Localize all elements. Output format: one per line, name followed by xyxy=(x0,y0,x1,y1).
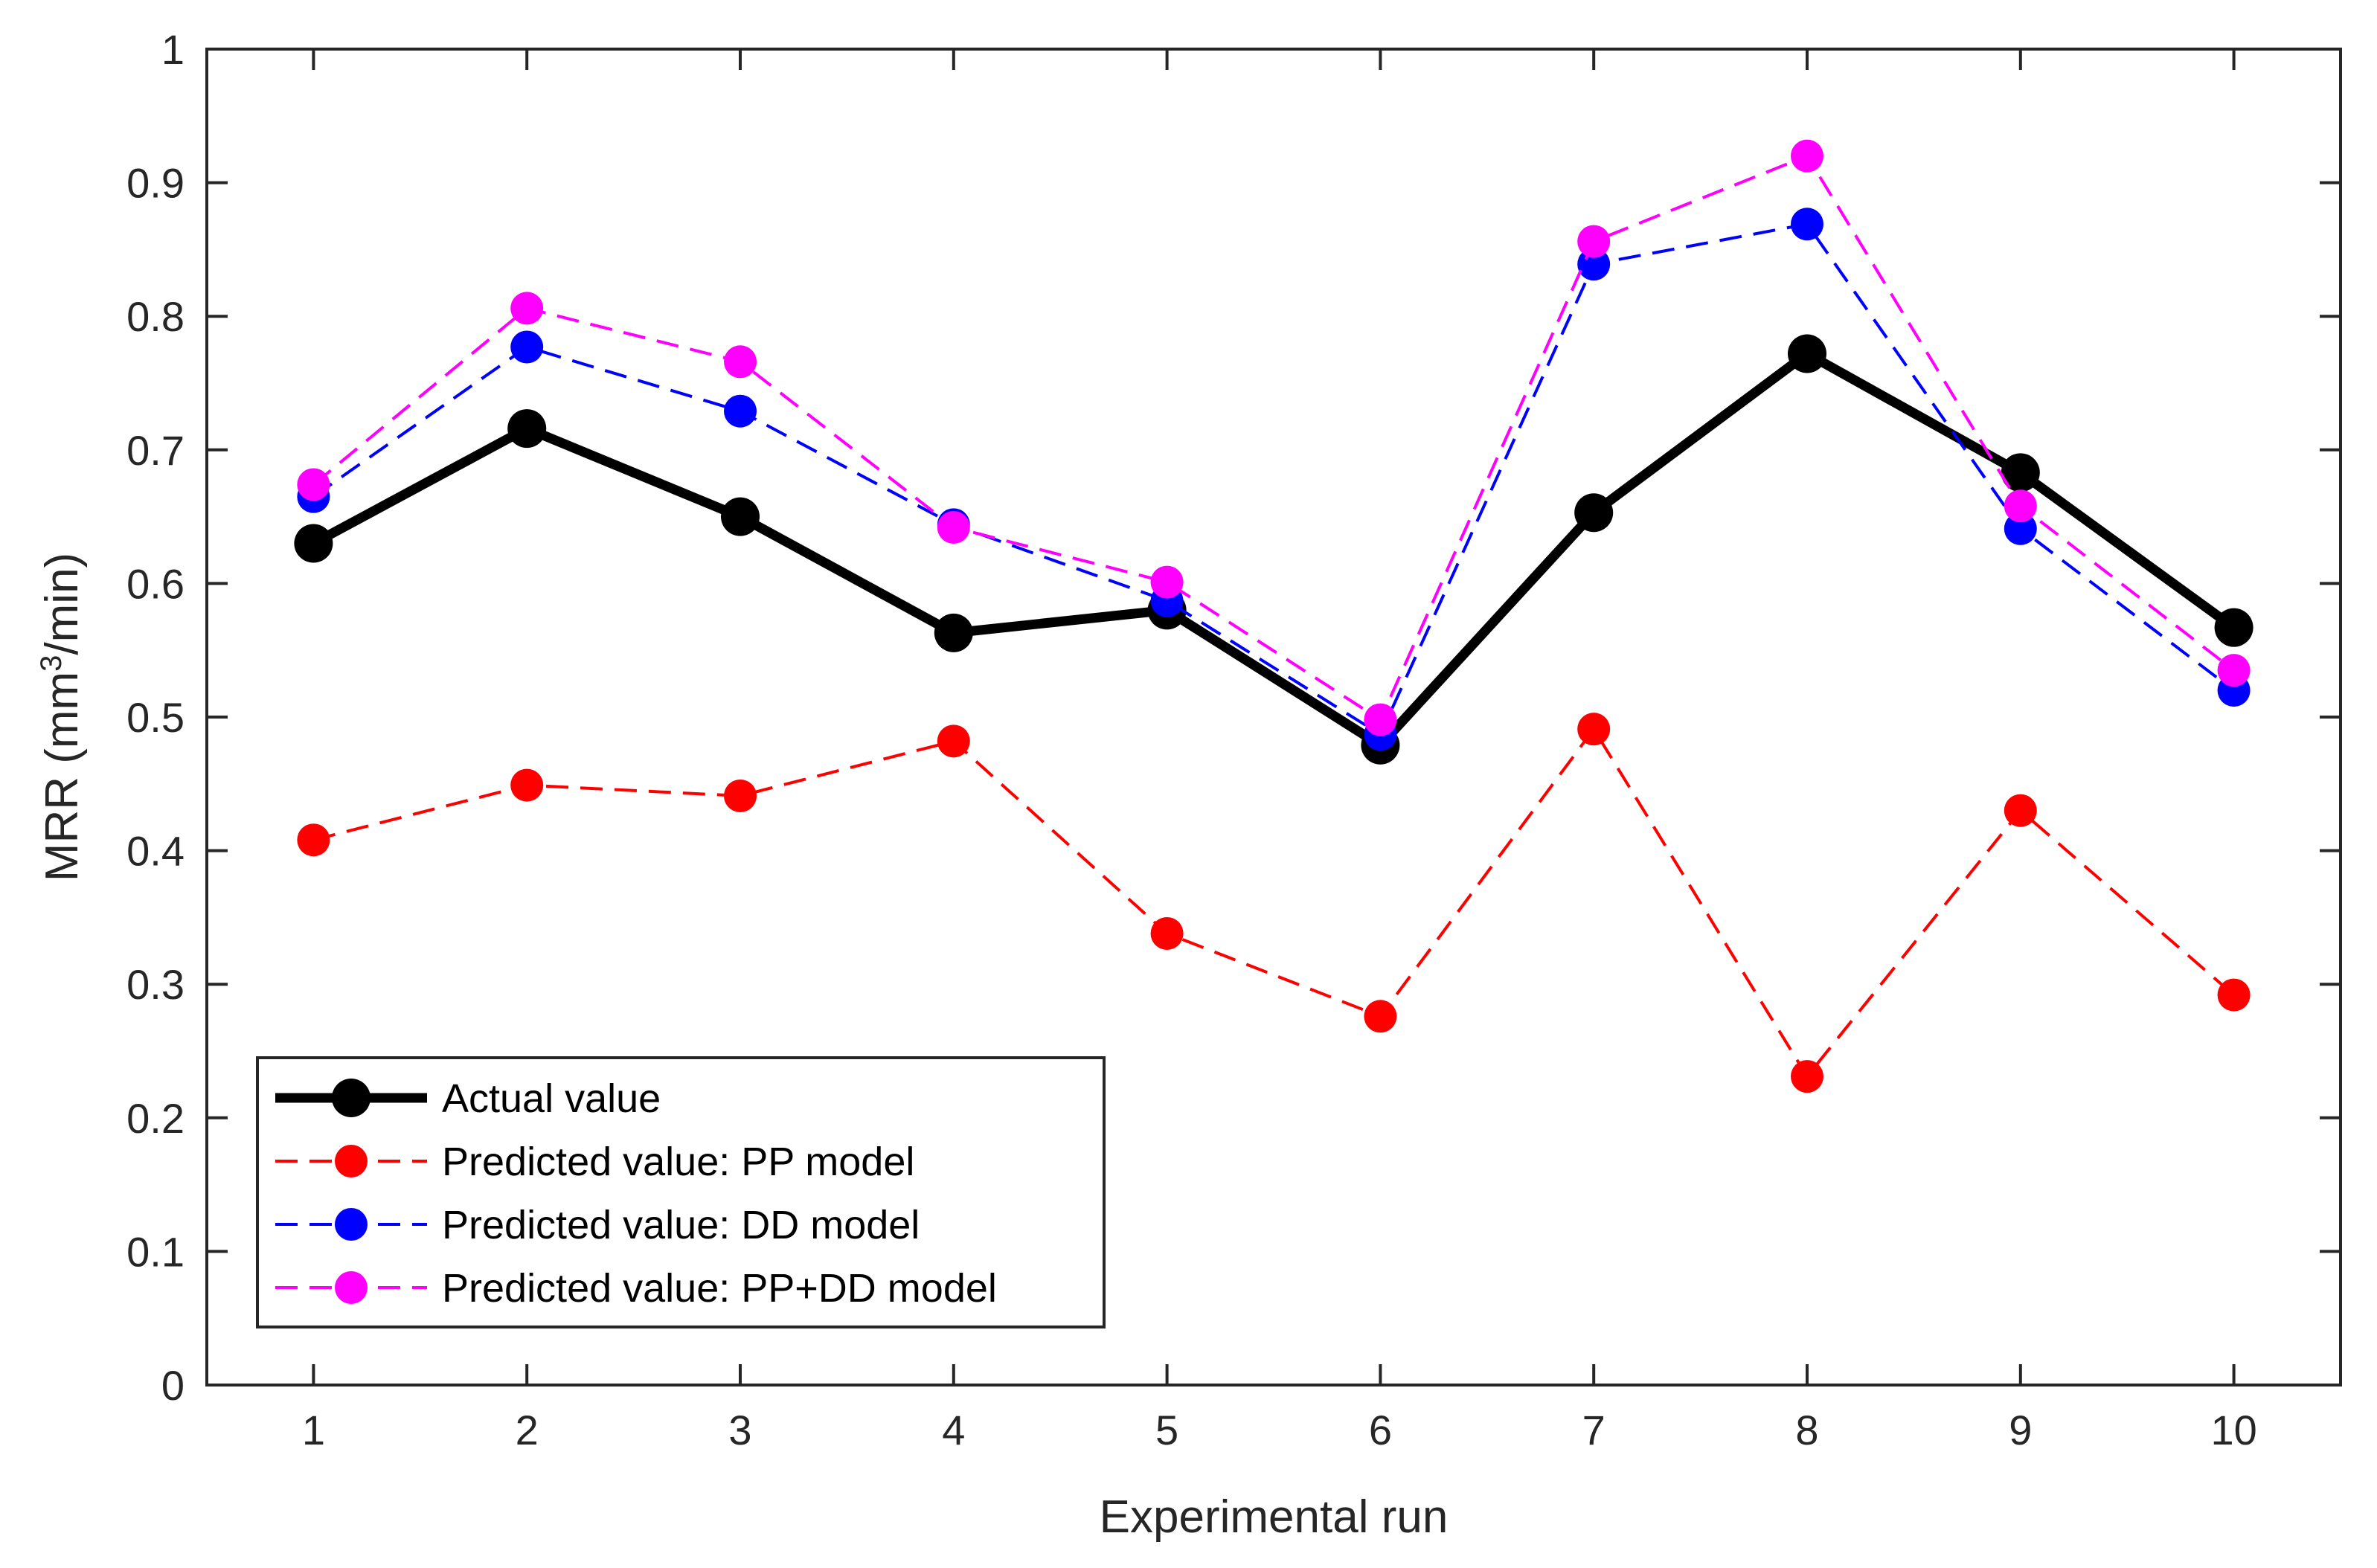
y-tick-label-0.7: 0.7 xyxy=(126,427,185,474)
series-2-point-7 xyxy=(1577,248,1611,281)
x-tick-label-9: 9 xyxy=(2009,1407,2032,1453)
axes-box xyxy=(205,48,2342,1387)
x-tick-label-2: 2 xyxy=(516,1407,539,1453)
series-layer xyxy=(294,139,2254,1093)
y-tick-label-0.1: 0.1 xyxy=(126,1228,185,1275)
y-tick-label-0.2: 0.2 xyxy=(126,1095,185,1142)
series-1-point-2 xyxy=(510,768,544,802)
legend-item-0: Actual value xyxy=(275,1076,661,1121)
series-1-point-7 xyxy=(1577,713,1611,746)
series-line-3 xyxy=(312,154,2235,722)
series-0-point-9 xyxy=(2001,453,2040,492)
series-0 xyxy=(294,334,2254,765)
legend-label-1: Predicted value: PP model xyxy=(442,1140,914,1184)
legend-label-2: Predicted value: DD model xyxy=(442,1203,920,1247)
series-0-point-7 xyxy=(1574,493,1614,533)
legend-marker-1 xyxy=(335,1145,368,1177)
series-2 xyxy=(297,208,2251,751)
legend-marker-3 xyxy=(335,1271,368,1304)
series-3-point-2 xyxy=(510,292,544,325)
x-axis-label: Experimental run xyxy=(1100,1491,1449,1543)
legend-label-3: Predicted value: PP+DD model xyxy=(442,1266,997,1311)
series-3-point-10 xyxy=(2217,654,2251,687)
y-tick-label-0.5: 0.5 xyxy=(126,694,185,741)
legend-item-3: Predicted value: PP+DD model xyxy=(275,1266,997,1311)
series-0-point-4 xyxy=(934,613,973,652)
y-tick-label-1: 1 xyxy=(161,26,185,73)
series-1-point-3 xyxy=(724,779,757,812)
y-tick-label-0.9: 0.9 xyxy=(126,160,185,207)
series-1-point-6 xyxy=(1364,1000,1397,1033)
series-0-point-1 xyxy=(294,524,333,563)
series-2-point-2 xyxy=(510,330,544,364)
series-1-point-8 xyxy=(1791,1060,1823,1093)
series-1-point-5 xyxy=(1150,916,1184,950)
series-2-point-3 xyxy=(724,394,757,428)
series-0-point-2 xyxy=(507,409,547,449)
x-tick-label-1: 1 xyxy=(302,1407,325,1453)
series-line-0 xyxy=(311,348,2237,751)
series-3-point-9 xyxy=(2004,489,2037,523)
y-tick-label-0.8: 0.8 xyxy=(126,293,185,340)
series-1 xyxy=(297,713,2251,1093)
x-tick-label-3: 3 xyxy=(728,1407,751,1453)
series-3-point-1 xyxy=(297,468,330,501)
series-3-point-3 xyxy=(724,345,757,379)
x-tick-label-6: 6 xyxy=(1369,1407,1392,1453)
series-0-point-3 xyxy=(721,497,760,536)
legend-item-2: Predicted value: DD model xyxy=(275,1203,920,1247)
legend-marker-2 xyxy=(335,1208,368,1241)
y-tick-label-0.3: 0.3 xyxy=(126,961,185,1008)
legend-marker-0 xyxy=(332,1079,370,1117)
y-axis-label: MRR (mm3/min) xyxy=(35,553,88,881)
series-1-point-1 xyxy=(297,823,330,857)
series-1-point-9 xyxy=(2004,794,2037,827)
x-tick-label-10: 10 xyxy=(2210,1407,2256,1453)
series-3-point-6 xyxy=(1364,703,1397,736)
y-axis-label-main: MRR (mm xyxy=(36,672,88,881)
y-tick-label-0: 0 xyxy=(161,1362,185,1409)
series-1-point-10 xyxy=(2217,978,2251,1012)
series-3-point-4 xyxy=(937,510,970,544)
series-0-point-10 xyxy=(2214,608,2254,647)
y-tick-label-0.4: 0.4 xyxy=(126,828,185,875)
series-2-point-8 xyxy=(1791,208,1823,241)
x-tick-label-8: 8 xyxy=(1795,1407,1818,1453)
series-3-point-7 xyxy=(1577,225,1611,258)
legend-item-1: Predicted value: PP model xyxy=(275,1140,914,1184)
series-line-1 xyxy=(312,727,2235,1079)
series-line-2 xyxy=(312,222,2235,736)
y-axis-label-sup: 3 xyxy=(35,655,68,672)
y-axis-label-tail: /min) xyxy=(36,553,88,655)
legend: Actual value Predicted value: PP model Pre… xyxy=(256,1056,1106,1328)
legend-label-0: Actual value xyxy=(442,1076,661,1121)
x-tick-label-4: 4 xyxy=(942,1407,965,1453)
x-tick-label-5: 5 xyxy=(1155,1407,1178,1453)
y-tick-label-0.6: 0.6 xyxy=(126,560,185,607)
series-1-point-4 xyxy=(937,724,970,758)
series-3-point-5 xyxy=(1150,565,1184,599)
x-tick-label-7: 7 xyxy=(1582,1407,1605,1453)
tick-labels: 1 2 3 4 5 6 7 8 9 10 0 0.1 0.2 0.3 0.4 0.5 0.6 0.7 0.8 0.9 1 xyxy=(126,26,2257,1453)
series-2-point-9 xyxy=(2004,512,2037,545)
series-3 xyxy=(297,139,2251,736)
series-0-point-8 xyxy=(1788,334,1826,373)
series-3-point-8 xyxy=(1791,139,1823,173)
